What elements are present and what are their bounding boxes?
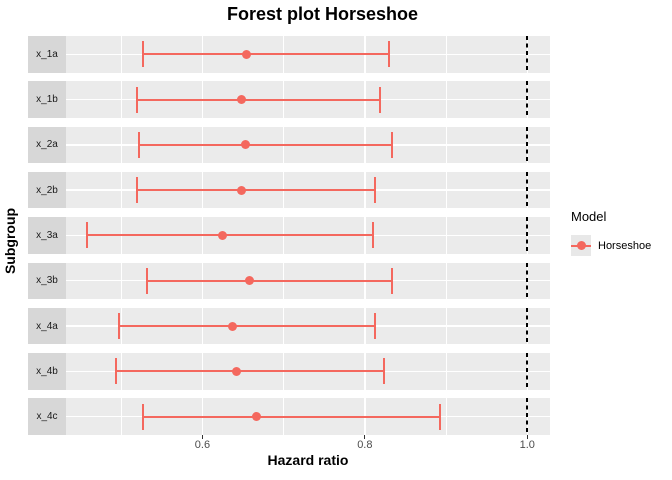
legend-entry-label: Horseshoe <box>598 239 652 252</box>
legend-title: Model <box>571 209 607 224</box>
error-bar <box>143 53 390 56</box>
error-bar-cap-right <box>388 41 391 68</box>
error-bar-cap-right <box>390 267 393 294</box>
facet-panel <box>66 262 550 300</box>
error-bar-cap-left <box>142 403 145 430</box>
facet-panel <box>66 126 550 164</box>
facet-row: x_3b <box>0 262 672 300</box>
reference-line <box>526 217 529 254</box>
facet-panel <box>66 217 550 254</box>
facet-strip-label: x_4b <box>36 365 58 377</box>
point-estimate <box>218 230 228 240</box>
facet-strip: x_3b <box>28 262 66 300</box>
error-bar-cap-left <box>136 177 139 204</box>
error-bar <box>87 234 373 237</box>
error-bar-cap-right <box>391 131 394 158</box>
error-bar-cap-left <box>142 41 145 68</box>
error-bar-cap-left <box>138 131 141 158</box>
error-bar-cap-right <box>379 86 382 113</box>
facet-panel <box>66 36 550 73</box>
point-estimate <box>236 185 246 195</box>
facet-strip-label: x_4a <box>36 320 58 332</box>
facet-strip-label: x_3b <box>36 275 58 287</box>
reference-line <box>526 171 529 209</box>
x-axis-tick-label: 1.0 <box>519 439 535 451</box>
reference-line <box>526 262 529 300</box>
reference-line <box>526 126 529 164</box>
facet-panel <box>66 81 550 118</box>
facet-strip-label: x_3a <box>36 229 58 241</box>
reference-line <box>526 353 529 390</box>
facet-row: x_1a <box>0 36 672 73</box>
facet-row: x_3a <box>0 217 672 254</box>
error-bar <box>137 189 376 192</box>
point-estimate <box>251 412 261 422</box>
x-axis-tick-label: 0.8 <box>357 439 373 451</box>
facet-strip: x_3a <box>28 217 66 254</box>
facet-strip: x_2b <box>28 171 66 209</box>
error-bar-cap-left <box>86 222 89 249</box>
x-axis-tick <box>526 435 528 439</box>
point-estimate <box>232 366 242 376</box>
error-bar-cap-left <box>136 86 139 113</box>
legend-key-point-icon <box>576 241 586 250</box>
error-bar-cap-right <box>371 222 374 249</box>
facet-strip: x_2a <box>28 126 66 164</box>
facet-panel <box>66 353 550 390</box>
error-bar-cap-right <box>382 358 385 385</box>
facet-strip-label: x_1a <box>36 48 58 60</box>
facet-panel <box>66 171 550 209</box>
facet-row: x_1b <box>0 81 672 118</box>
facet-strip-label: x_2b <box>36 184 58 196</box>
legend-entry-horseshoe: Horseshoe <box>571 235 651 256</box>
point-estimate <box>236 95 246 105</box>
error-bar <box>147 279 392 282</box>
error-bar-cap-right <box>374 313 377 340</box>
legend: Model Horseshoe <box>571 209 651 256</box>
x-axis-title: Hazard ratio <box>267 452 349 468</box>
facet-panel <box>66 307 550 345</box>
error-bar <box>137 98 381 101</box>
reference-line <box>526 36 529 73</box>
facet-row: x_4a <box>0 307 672 345</box>
facet-strip: x_1a <box>28 36 66 73</box>
facet-row: x_4b <box>0 353 672 390</box>
error-bar-cap-right <box>374 177 377 204</box>
error-bar-cap-left <box>117 313 120 340</box>
point-estimate <box>240 140 250 150</box>
error-bar <box>143 415 441 418</box>
error-bar-cap-left <box>146 267 149 294</box>
reference-line <box>526 81 529 118</box>
error-bar-cap-right <box>439 403 442 430</box>
x-axis-tick <box>201 435 203 439</box>
point-estimate <box>245 276 255 286</box>
point-estimate <box>241 49 251 59</box>
reference-line <box>526 307 529 345</box>
facet-panel <box>66 398 550 435</box>
facet-strip: x_4c <box>28 398 66 435</box>
error-bar <box>139 143 393 146</box>
facet-strip: x_1b <box>28 81 66 118</box>
error-bar-cap-left <box>114 358 117 385</box>
legend-key-horseshoe <box>571 235 591 256</box>
x-axis-tick <box>364 435 366 439</box>
point-estimate <box>227 321 237 331</box>
facet-row: x_2a <box>0 126 672 164</box>
facet-strip-label: x_1b <box>36 94 58 106</box>
plot-title: Forest plot Horseshoe <box>226 4 419 24</box>
error-bar <box>118 325 376 328</box>
facet-strip-label: x_2a <box>36 139 58 151</box>
facet-strip: x_4a <box>28 307 66 345</box>
facet-strip-label: x_4c <box>36 411 58 423</box>
x-axis-tick-label: 0.6 <box>194 439 211 451</box>
reference-line <box>526 398 529 435</box>
error-bar <box>115 370 384 373</box>
facet-row: x_2b <box>0 171 672 209</box>
facet-row: x_4c <box>0 398 672 435</box>
facet-strip: x_4b <box>28 353 66 390</box>
